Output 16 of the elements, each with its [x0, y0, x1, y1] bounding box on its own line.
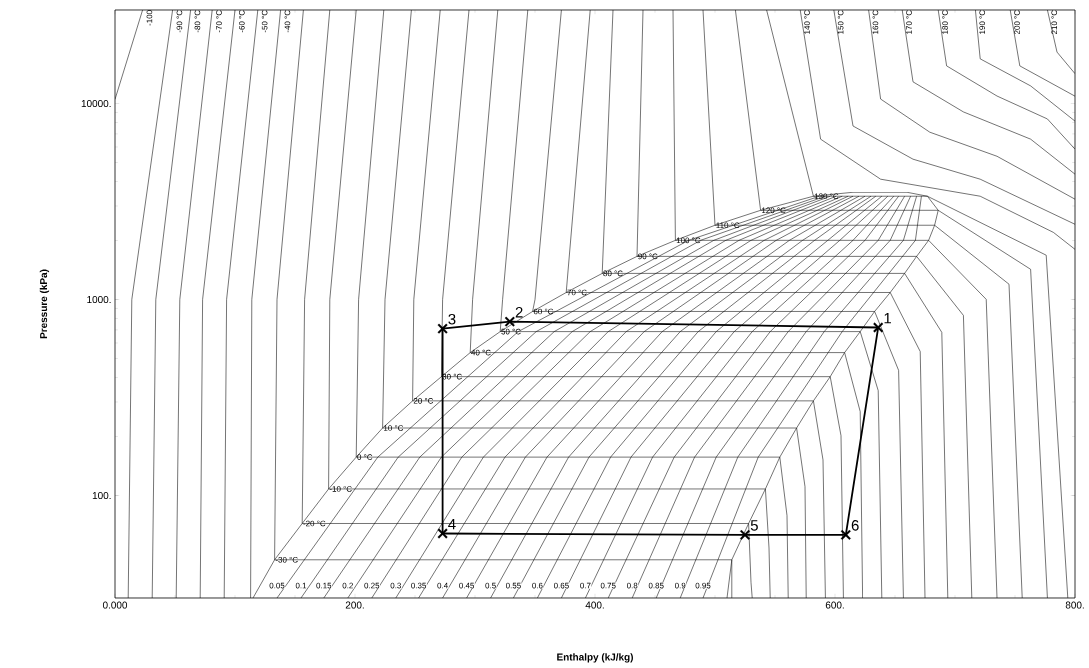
y-tick-label: 10000.	[81, 99, 111, 108]
x-tick-label: 800.	[1065, 601, 1084, 609]
x-axis-title: Enthalpy (kJ/kg)	[557, 653, 633, 663]
annotation: 5	[750, 520, 758, 531]
y-axis-title: Pressure (kPa)	[39, 269, 50, 339]
x-tick-label: 200.	[345, 601, 364, 609]
y-tick-label: 100.	[92, 491, 111, 500]
x-tick-label: 600.	[825, 601, 844, 609]
x-tick-label: 0.000	[102, 601, 128, 609]
annotation: 3	[448, 313, 456, 325]
annotation: 1	[884, 313, 891, 324]
y-tick-label: 1000.	[87, 295, 111, 304]
annotation: 6	[851, 520, 859, 531]
annotation: 4	[448, 519, 456, 530]
x-tick-label: 400.	[585, 601, 604, 609]
annotation: 2	[515, 307, 523, 318]
